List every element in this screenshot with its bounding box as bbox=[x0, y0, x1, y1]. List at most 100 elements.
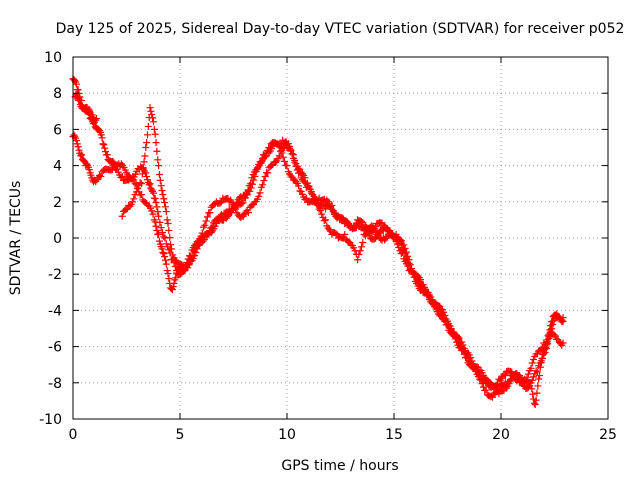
data-point-interp bbox=[161, 253, 169, 261]
data-point-interp bbox=[314, 201, 322, 209]
data-point bbox=[200, 223, 208, 231]
data-point bbox=[142, 169, 150, 177]
data-point-interp bbox=[230, 203, 238, 211]
data-point-interp bbox=[162, 240, 170, 248]
data-point-interp bbox=[194, 241, 202, 249]
data-point-interp bbox=[203, 213, 211, 221]
data-point bbox=[418, 285, 426, 293]
data-point-interp bbox=[528, 359, 536, 367]
data-point-interp bbox=[139, 164, 147, 172]
data-point bbox=[533, 368, 541, 376]
data-point bbox=[544, 332, 552, 340]
data-point-interp bbox=[160, 195, 168, 203]
data-point-interp bbox=[71, 77, 79, 85]
data-point bbox=[88, 111, 96, 119]
y-axis-label: SDTVAR / TECUs bbox=[8, 181, 24, 296]
data-point-interp bbox=[325, 226, 333, 234]
data-point-interp bbox=[534, 382, 542, 390]
data-point-interp bbox=[537, 359, 545, 367]
data-point-interp bbox=[128, 198, 136, 206]
data-point-interp bbox=[551, 332, 559, 340]
data-point-interp bbox=[85, 166, 93, 174]
data-point-interp bbox=[102, 148, 110, 156]
data-point bbox=[354, 256, 362, 264]
data-point-interp bbox=[252, 168, 260, 176]
data-point-interp bbox=[338, 214, 346, 222]
data-point-interp bbox=[191, 252, 199, 260]
data-point bbox=[142, 144, 150, 151]
data-point-interp bbox=[279, 153, 287, 161]
data-point-interp bbox=[370, 235, 378, 243]
data-point-interp bbox=[72, 137, 80, 145]
data-point bbox=[155, 212, 163, 220]
x-tick-label: 25 bbox=[599, 427, 617, 443]
data-point bbox=[180, 267, 188, 275]
data-point bbox=[536, 372, 544, 380]
chart-title: Day 125 of 2025, Sidereal Day-to-day VTE… bbox=[56, 21, 625, 37]
data-point-interp bbox=[153, 226, 161, 234]
data-point-interp bbox=[306, 186, 314, 194]
data-point bbox=[548, 317, 556, 325]
data-point bbox=[167, 245, 175, 253]
data-point-interp bbox=[275, 143, 283, 151]
data-point-interp bbox=[117, 160, 125, 168]
data-point-interp bbox=[359, 238, 367, 246]
data-point-interp bbox=[391, 234, 399, 242]
data-point-interp bbox=[152, 198, 160, 206]
data-point-interp bbox=[395, 244, 403, 252]
data-point-interp bbox=[85, 105, 93, 113]
data-point-interp bbox=[318, 210, 326, 218]
data-point-interp bbox=[201, 221, 209, 229]
data-point bbox=[95, 125, 103, 133]
data-point-interp bbox=[141, 152, 149, 160]
data-point bbox=[155, 230, 163, 238]
data-point bbox=[399, 248, 407, 256]
data-point bbox=[103, 151, 111, 159]
data-point bbox=[163, 267, 171, 275]
data-point bbox=[501, 372, 509, 380]
data-point bbox=[163, 216, 171, 224]
data-point-interp bbox=[494, 380, 502, 388]
data-point bbox=[137, 180, 145, 188]
data-point bbox=[527, 364, 535, 372]
data-point-interp bbox=[160, 233, 168, 241]
x-tick-label: 0 bbox=[69, 427, 78, 443]
data-point-interp bbox=[357, 243, 365, 251]
data-point bbox=[172, 274, 180, 282]
y-tick-label: -8 bbox=[48, 376, 62, 392]
x-tick-label: 10 bbox=[278, 427, 296, 443]
data-point-interp bbox=[122, 205, 130, 213]
data-point bbox=[118, 172, 126, 180]
data-point-interp bbox=[530, 399, 538, 407]
data-point-interp bbox=[74, 86, 82, 94]
data-point-interp bbox=[101, 144, 109, 152]
data-point-interp bbox=[165, 275, 173, 283]
data-point-interp bbox=[369, 223, 377, 231]
data-point-interp bbox=[539, 351, 547, 359]
data-point-interp bbox=[152, 222, 160, 230]
data-point-interp bbox=[207, 229, 215, 237]
data-point-interp bbox=[250, 176, 258, 184]
data-point-interp bbox=[532, 367, 540, 375]
data-point-interp bbox=[154, 156, 162, 164]
data-point-interp bbox=[75, 146, 83, 154]
data-point-interp bbox=[158, 229, 166, 237]
data-point-interp bbox=[143, 131, 151, 139]
data-point-interp bbox=[316, 207, 324, 215]
data-point-interp bbox=[156, 218, 164, 226]
data-point-interp bbox=[451, 335, 459, 343]
data-point-interp bbox=[148, 110, 156, 118]
data-point-interp bbox=[145, 181, 153, 189]
data-point bbox=[482, 386, 490, 394]
data-point-interp bbox=[161, 199, 169, 207]
data-point-interp bbox=[151, 195, 159, 203]
data-point-interp bbox=[246, 187, 254, 195]
series-track-1 bbox=[69, 75, 567, 394]
data-point-interp bbox=[98, 134, 106, 142]
x-tick-label: 20 bbox=[492, 427, 510, 443]
data-point-interp bbox=[165, 226, 173, 234]
data-point-interp bbox=[287, 172, 295, 180]
data-point-interp bbox=[532, 396, 540, 404]
x-axis-label: GPS time / hours bbox=[281, 458, 398, 474]
